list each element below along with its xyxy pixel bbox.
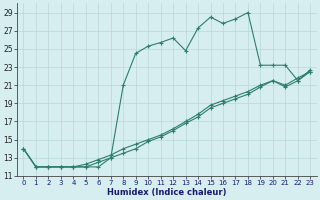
- X-axis label: Humidex (Indice chaleur): Humidex (Indice chaleur): [107, 188, 227, 197]
